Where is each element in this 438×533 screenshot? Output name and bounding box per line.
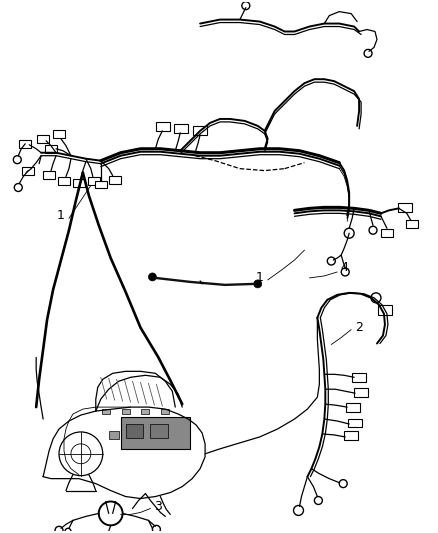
Circle shape xyxy=(65,528,71,533)
Circle shape xyxy=(148,273,156,281)
Circle shape xyxy=(327,257,335,265)
FancyBboxPatch shape xyxy=(43,171,55,179)
FancyBboxPatch shape xyxy=(22,167,34,175)
Circle shape xyxy=(152,526,160,533)
Circle shape xyxy=(55,527,63,533)
FancyBboxPatch shape xyxy=(156,123,170,131)
Bar xyxy=(109,431,119,439)
Text: 4: 4 xyxy=(340,262,348,274)
FancyBboxPatch shape xyxy=(193,126,207,135)
Bar xyxy=(161,409,170,414)
Circle shape xyxy=(14,183,22,191)
FancyBboxPatch shape xyxy=(354,387,368,397)
Bar xyxy=(102,409,110,414)
FancyBboxPatch shape xyxy=(53,130,65,138)
Text: 2: 2 xyxy=(355,321,363,334)
Circle shape xyxy=(314,497,322,504)
Circle shape xyxy=(344,228,354,238)
FancyBboxPatch shape xyxy=(73,179,85,187)
Circle shape xyxy=(254,280,262,288)
FancyBboxPatch shape xyxy=(88,176,100,184)
Circle shape xyxy=(369,226,377,234)
Text: 1: 1 xyxy=(57,209,65,222)
Bar xyxy=(120,417,190,449)
Bar xyxy=(150,424,168,438)
FancyBboxPatch shape xyxy=(37,135,49,143)
Circle shape xyxy=(341,268,349,276)
Bar xyxy=(126,424,144,438)
FancyBboxPatch shape xyxy=(406,220,418,228)
Text: 1: 1 xyxy=(256,271,264,285)
FancyBboxPatch shape xyxy=(381,229,393,237)
FancyBboxPatch shape xyxy=(346,402,360,411)
Circle shape xyxy=(371,293,381,303)
FancyBboxPatch shape xyxy=(109,175,120,183)
FancyBboxPatch shape xyxy=(344,431,358,440)
FancyBboxPatch shape xyxy=(348,418,362,427)
FancyBboxPatch shape xyxy=(378,305,392,314)
FancyBboxPatch shape xyxy=(398,203,412,212)
Circle shape xyxy=(293,505,304,515)
FancyBboxPatch shape xyxy=(352,373,366,382)
FancyBboxPatch shape xyxy=(45,145,57,153)
FancyBboxPatch shape xyxy=(95,181,107,189)
FancyBboxPatch shape xyxy=(174,124,188,133)
Bar xyxy=(141,409,149,414)
FancyBboxPatch shape xyxy=(58,176,70,184)
Circle shape xyxy=(364,50,372,58)
Circle shape xyxy=(339,480,347,488)
FancyBboxPatch shape xyxy=(19,140,31,148)
Text: 3: 3 xyxy=(155,500,162,513)
Circle shape xyxy=(13,156,21,164)
Circle shape xyxy=(242,2,250,10)
Bar xyxy=(122,409,130,414)
